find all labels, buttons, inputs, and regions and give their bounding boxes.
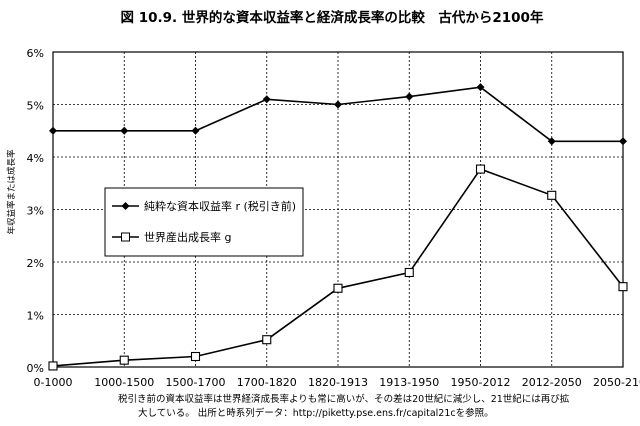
x-tick-label: 1000-1500 [94, 376, 154, 389]
x-tick-label: 0-1000 [34, 376, 73, 389]
data-point-r [476, 83, 485, 92]
y-axis-label: 年収益率または成長率 [6, 149, 17, 235]
legend-label-r: 純粋な資本収益率 r (税引き前) [144, 199, 296, 213]
footnote-line-2: 大している。 出所と時系列データ：http://piketty.pse.ens.… [138, 407, 494, 419]
data-point-r [334, 100, 342, 109]
footnote-line-1: 税引き前の資本収益率は世界経済成長率よりも常に高いが、その差は20世紀に減少し、… [118, 393, 570, 405]
data-point-r [262, 95, 271, 104]
y-tick-label: 3% [27, 205, 44, 218]
data-point-g [262, 335, 272, 345]
data-point-r [547, 137, 556, 146]
x-tick-label: 1700-1820 [237, 376, 297, 389]
data-point-g [48, 361, 58, 371]
legend-marker-r [121, 202, 130, 210]
x-tick-label: 2050-2100 [593, 376, 640, 389]
legend-label-g: 世界産出成長率 g [144, 230, 231, 244]
data-point-g [119, 355, 129, 365]
chart-title: 図 10.9. 世界的な資本収益率と経済成長率の比較 古代から2100年 [121, 9, 544, 26]
data-point-g [404, 267, 414, 278]
x-tick-labels: 0-1000 1000-1500 1500-1700 1700-1820 1820-19… [34, 376, 640, 389]
legend-marker-g [121, 232, 130, 242]
y-tick-label: 1% [27, 310, 44, 323]
x-tick-label: 1913-1950 [379, 376, 439, 389]
data-point-g [475, 164, 486, 174]
y-tick-label: 6% [27, 47, 44, 60]
x-tick-label: 2012-2050 [522, 376, 582, 389]
data-point-g [333, 283, 343, 293]
legend: 純粋な資本収益率 r (税引き前) 世界産出成長率 g [104, 187, 304, 257]
data-point-r [191, 126, 200, 135]
data-point-r [49, 126, 57, 135]
data-point-r [405, 92, 414, 101]
plot-frame [52, 51, 624, 368]
y-tick-label: 2% [27, 257, 44, 270]
y-tick-label: 0% [27, 362, 44, 375]
series-layer [48, 83, 628, 371]
data-point-r [120, 126, 129, 135]
x-tick-label: 1820-1913 [308, 376, 368, 389]
data-point-g [618, 282, 628, 292]
legend-box [104, 187, 304, 257]
data-point-r [619, 137, 627, 146]
x-tick-label: 1500-1700 [166, 376, 226, 389]
data-point-g [190, 351, 201, 362]
y-tick-label: 5% [27, 100, 44, 113]
y-tick-labels: 0% 1% 2% 3% 4% 5% 6% [27, 47, 44, 375]
x-tick-label: 1950-2012 [451, 376, 511, 389]
data-point-g [547, 190, 557, 200]
y-tick-label: 4% [27, 152, 44, 165]
